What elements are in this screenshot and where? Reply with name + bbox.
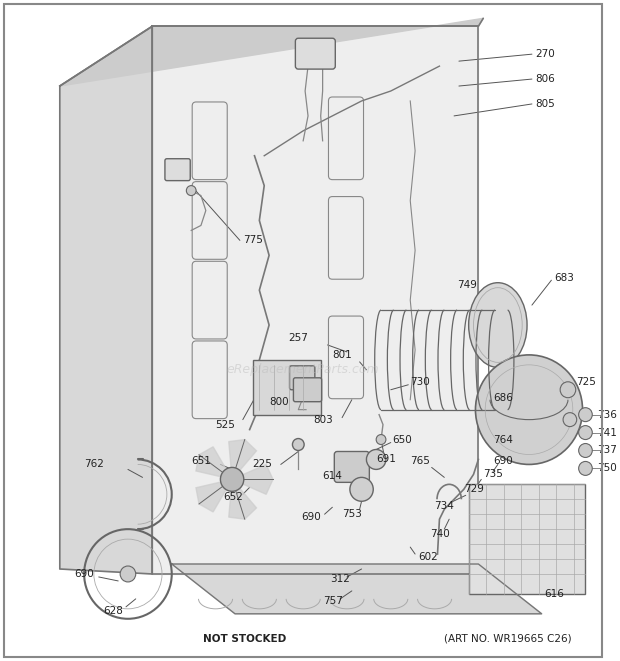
- Text: 312: 312: [330, 574, 350, 584]
- Text: 806: 806: [535, 74, 555, 84]
- FancyBboxPatch shape: [295, 38, 335, 69]
- Text: 803: 803: [313, 414, 333, 424]
- Text: NOT STOCKED: NOT STOCKED: [203, 634, 286, 644]
- Circle shape: [560, 382, 576, 398]
- Polygon shape: [196, 479, 232, 512]
- FancyBboxPatch shape: [293, 378, 322, 402]
- Text: 764: 764: [493, 434, 513, 445]
- Text: 741: 741: [597, 428, 617, 438]
- Text: (ART NO. WR19665 C26): (ART NO. WR19665 C26): [444, 634, 572, 644]
- Bar: [469, 485, 585, 594]
- Text: 749: 749: [457, 280, 477, 290]
- Circle shape: [563, 412, 577, 426]
- Circle shape: [293, 438, 304, 451]
- Text: 614: 614: [322, 471, 342, 481]
- Text: 650: 650: [392, 434, 412, 445]
- Polygon shape: [229, 479, 257, 519]
- Polygon shape: [196, 447, 232, 479]
- Text: 690: 690: [74, 569, 94, 579]
- Text: 801: 801: [332, 350, 352, 360]
- Text: 690: 690: [493, 457, 513, 467]
- Polygon shape: [229, 440, 257, 479]
- Text: 225: 225: [252, 459, 272, 469]
- Text: 735: 735: [483, 469, 503, 479]
- Text: 762: 762: [84, 459, 104, 469]
- Text: 616: 616: [544, 589, 564, 599]
- Text: eReplacementParts.com: eReplacementParts.com: [227, 364, 379, 376]
- Polygon shape: [60, 26, 153, 574]
- Text: 729: 729: [464, 485, 484, 494]
- Circle shape: [366, 449, 386, 469]
- Text: 737: 737: [597, 446, 617, 455]
- Text: 525: 525: [216, 420, 236, 430]
- Circle shape: [578, 461, 592, 475]
- Text: 757: 757: [322, 596, 342, 606]
- Text: 805: 805: [535, 99, 555, 109]
- Circle shape: [578, 408, 592, 422]
- Text: 730: 730: [410, 377, 430, 387]
- Text: 628: 628: [104, 606, 123, 616]
- FancyBboxPatch shape: [165, 159, 190, 180]
- Text: 765: 765: [410, 457, 430, 467]
- Polygon shape: [60, 19, 483, 86]
- Text: 725: 725: [576, 377, 596, 387]
- Text: 652: 652: [223, 492, 243, 502]
- Text: 270: 270: [535, 49, 555, 59]
- Ellipse shape: [469, 283, 527, 368]
- Text: 750: 750: [597, 463, 617, 473]
- Text: 753: 753: [342, 509, 362, 520]
- Text: 691: 691: [376, 455, 396, 465]
- Text: 683: 683: [554, 273, 574, 283]
- Circle shape: [221, 467, 244, 491]
- Text: 736: 736: [597, 410, 617, 420]
- Circle shape: [187, 186, 196, 196]
- FancyBboxPatch shape: [334, 451, 370, 483]
- Polygon shape: [172, 564, 542, 614]
- Text: 740: 740: [430, 529, 450, 539]
- Text: 690: 690: [301, 512, 321, 522]
- Text: 686: 686: [493, 393, 513, 403]
- Circle shape: [476, 355, 583, 465]
- FancyBboxPatch shape: [290, 366, 315, 390]
- Circle shape: [120, 566, 136, 582]
- Bar: [252, 360, 321, 414]
- Circle shape: [578, 444, 592, 457]
- Text: 257: 257: [288, 333, 308, 343]
- Circle shape: [376, 434, 386, 444]
- Text: 734: 734: [435, 501, 454, 511]
- Text: 651: 651: [191, 457, 211, 467]
- Circle shape: [350, 477, 373, 501]
- Text: 800: 800: [269, 397, 289, 407]
- Polygon shape: [232, 465, 273, 494]
- Text: 775: 775: [243, 235, 263, 245]
- Polygon shape: [153, 26, 479, 574]
- Text: 602: 602: [418, 552, 438, 562]
- Circle shape: [578, 426, 592, 440]
